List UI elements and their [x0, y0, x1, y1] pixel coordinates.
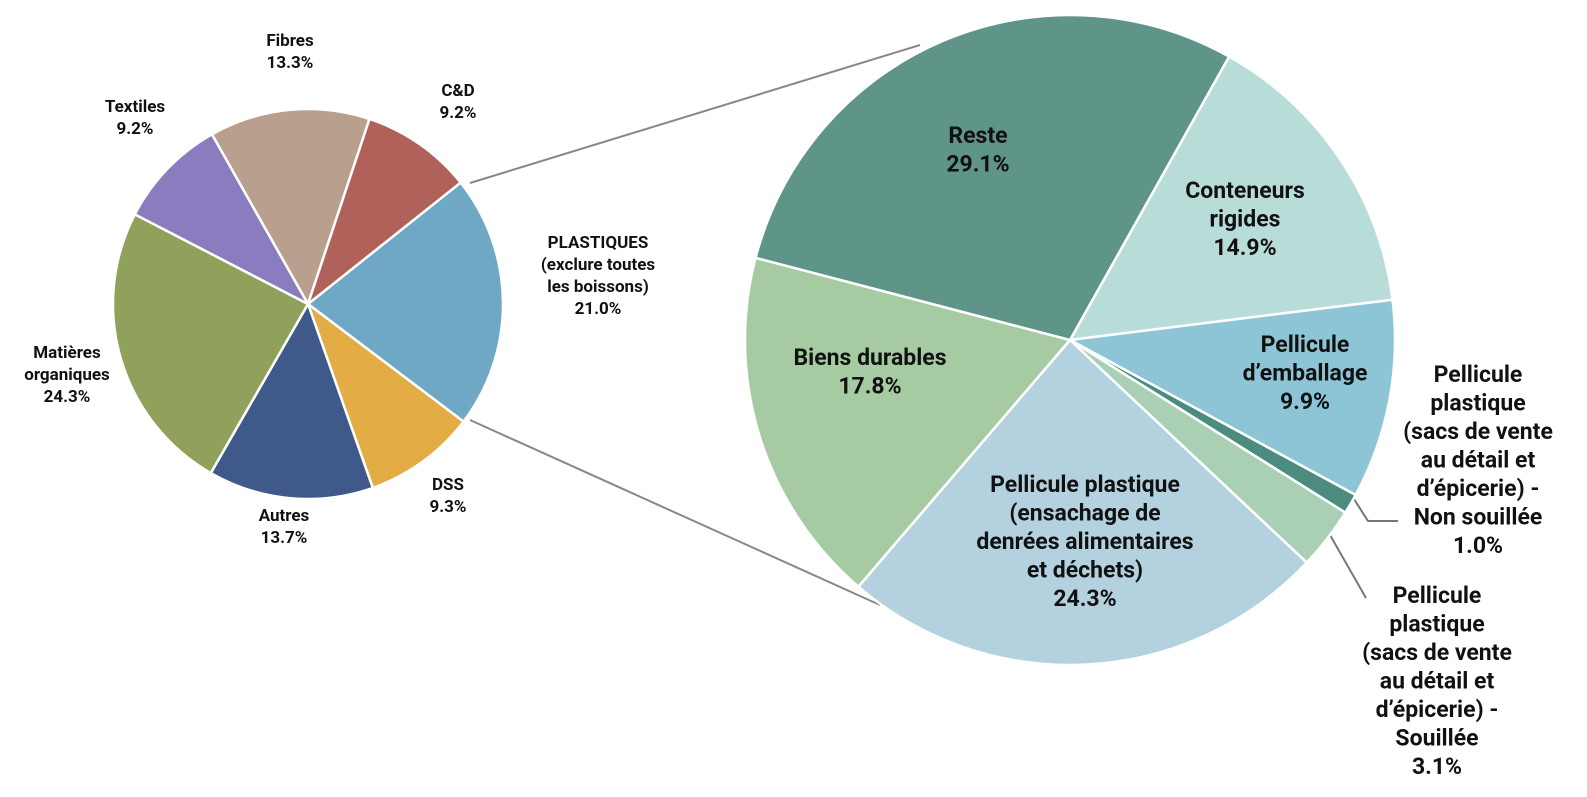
value-label: 9.3% [429, 497, 466, 517]
slice-label: Matières organiques 24.3% [24, 343, 110, 407]
label-line: Conteneurs [1185, 177, 1305, 204]
pie-slice [305, 300, 466, 490]
label-line: Biens durables [793, 344, 946, 371]
value-label: 3.1% [1412, 753, 1462, 780]
label-line: d’épicerie) - [1417, 475, 1540, 502]
label-line: et déchets) [1027, 557, 1143, 584]
label-line: plastique [1389, 611, 1484, 638]
label-line: PLASTIQUES [548, 233, 649, 253]
value-label: 1.0% [1453, 532, 1503, 559]
label-line: Reste [948, 122, 1007, 149]
pie-slice [1067, 54, 1394, 342]
pie-slice [856, 338, 1309, 667]
slice-label: Reste 29.1% [946, 122, 1009, 178]
value-label: 9.2% [116, 119, 153, 139]
value-label: 13.7% [261, 528, 308, 548]
pie-slice [209, 301, 375, 501]
value-label: 29.1% [946, 151, 1009, 178]
label-line: Matières [33, 343, 101, 363]
label-line: Pellicule plastique [990, 471, 1180, 498]
leader-line [1351, 495, 1398, 522]
value-label: 9.2% [439, 103, 476, 123]
slice-label: DSS 9.3% [429, 475, 466, 517]
label-line: au détail et [1421, 447, 1536, 474]
slice-label: Pellicule d’emballage 9.9% [1243, 331, 1368, 415]
label-line: Non souillée [1414, 504, 1543, 531]
pie-slice [210, 107, 372, 308]
label-line: Textiles [105, 97, 166, 117]
pie-slice [133, 132, 312, 308]
slice-label: C&D 9.2% [439, 81, 476, 123]
label-line: organiques [24, 365, 110, 385]
label-line: les boissons) [547, 277, 649, 297]
label-line: (exclure toutes [541, 255, 656, 275]
label-line: au détail et [1380, 668, 1495, 695]
label-line: Souillée [1395, 725, 1478, 752]
pie-slice [305, 180, 505, 424]
label-line: d’épicerie) - [1376, 696, 1499, 723]
label-line: d’emballage [1243, 360, 1368, 387]
label-line: Fibres [266, 31, 314, 51]
label-line: Pellicule [1393, 582, 1482, 609]
value-label: 24.3% [44, 387, 91, 407]
label-line: (ensachage de [1009, 500, 1160, 527]
connector-line [469, 419, 881, 606]
pie-slice [1065, 298, 1397, 497]
slice-label: Conteneurs rigides 14.9% [1185, 177, 1305, 261]
value-label: 17.8% [838, 373, 901, 400]
label-line: C&D [441, 81, 474, 101]
label-line: Autres [259, 506, 310, 526]
slice-label: Pellicule plastique (sacs de vente au détai… [1403, 361, 1553, 559]
label-line: Pellicule [1261, 331, 1350, 358]
slice-label: Fibres 13.3% [266, 31, 314, 73]
value-label: 24.3% [1053, 585, 1116, 612]
slice-label: Pellicule plastique (sacs de vente au détai… [1362, 582, 1512, 780]
connector-line [469, 44, 921, 184]
slice-label: Biens durables 17.8% [793, 344, 946, 400]
label-line: Pellicule [1434, 361, 1523, 388]
slice-label: PLASTIQUES (exclure toutes les boissons) 21… [541, 233, 656, 319]
value-label: 21.0% [575, 299, 622, 319]
label-line: denrées alimentaires [976, 528, 1193, 555]
value-label: 13.3% [267, 53, 314, 73]
pie-slice [754, 13, 1231, 342]
label-line: (sacs de vente [1362, 639, 1512, 666]
pie-slice [305, 117, 463, 308]
label-line: DSS [432, 475, 464, 495]
slice-label: Textiles 9.2% [105, 97, 166, 139]
label-line: (sacs de vente [1403, 418, 1553, 445]
value-label: 14.9% [1213, 234, 1276, 261]
label-line: rigides [1210, 206, 1281, 233]
pie-slice [743, 256, 1073, 589]
slice-label: Pellicule plastique (ensachage de denrées … [976, 471, 1193, 612]
label-line: plastique [1430, 390, 1525, 417]
leader-line [1329, 534, 1367, 599]
value-label: 9.9% [1280, 388, 1330, 415]
slice-label: Autres 13.7% [259, 506, 310, 548]
